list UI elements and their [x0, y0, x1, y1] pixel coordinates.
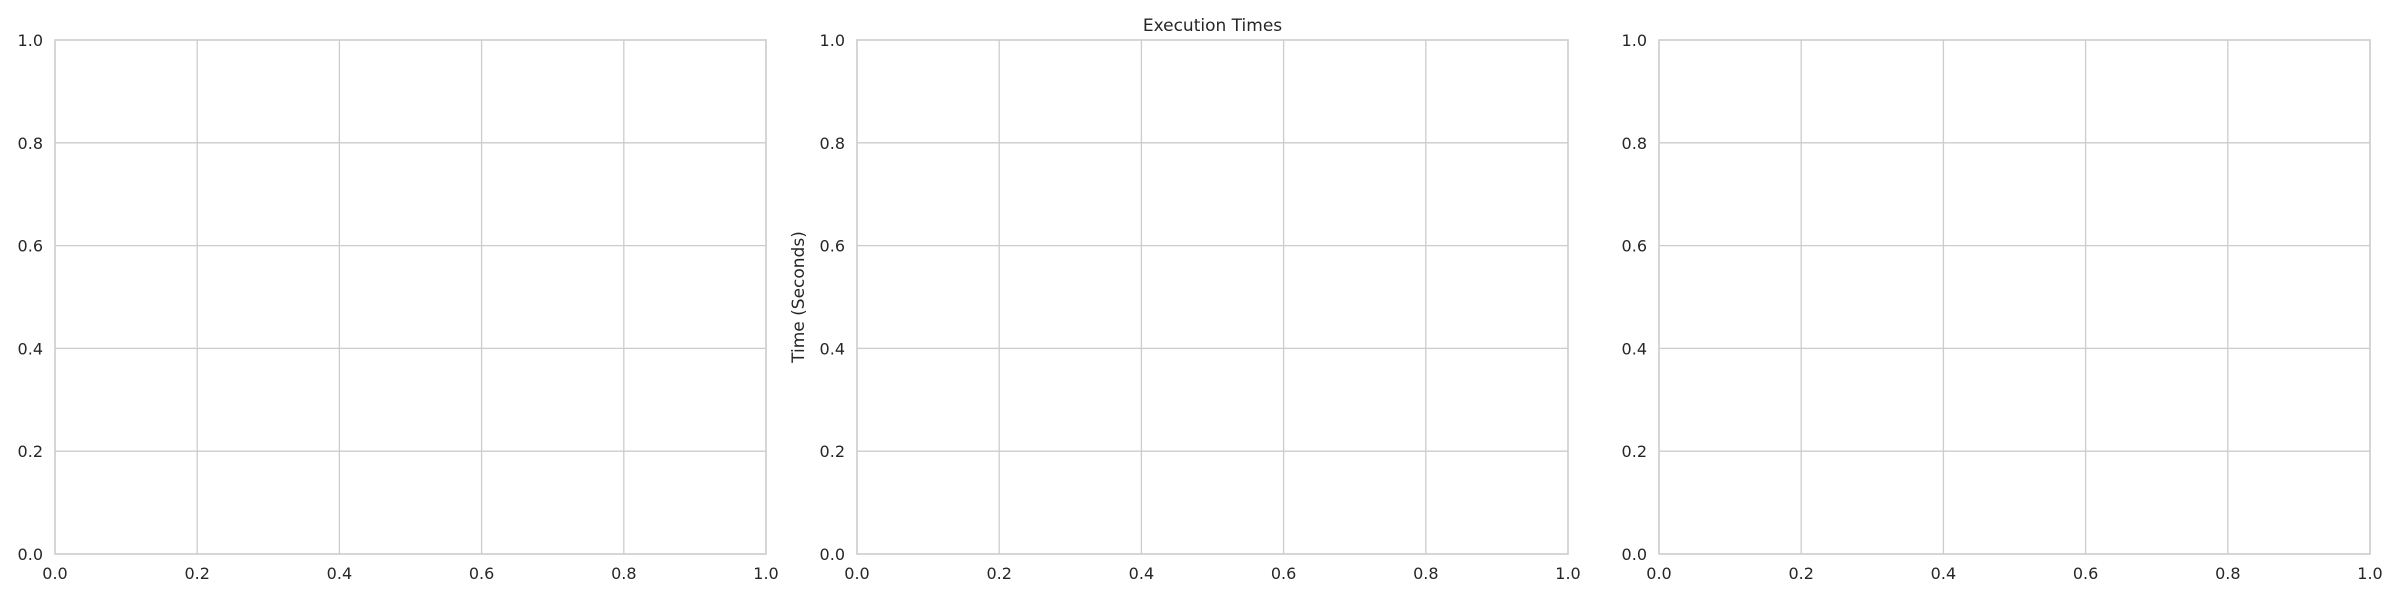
subplot-1-x-tick-label: 0.2 — [184, 564, 209, 583]
subplot-2-y-tick-label: 0.8 — [820, 134, 845, 153]
subplot-2-grid — [857, 40, 1568, 554]
subplot-2-y-tick-label: 0.0 — [820, 545, 845, 564]
subplot-1: 0.0 0.2 0.4 0.6 0.8 1.0 0.0 0.2 0.4 0.6 0.8 1.0 — [18, 31, 779, 583]
subplot-2-y-tick-labels: 0.0 0.2 0.4 0.6 0.8 1.0 — [820, 31, 845, 564]
subplot-3-plot-area — [1658, 39, 2371, 555]
subplot-1-y-tick-labels: 0.0 0.2 0.4 0.6 0.8 1.0 — [18, 31, 43, 564]
subplot-3-y-tick-label: 0.8 — [1622, 134, 1647, 153]
subplot-3-x-tick-label: 0.0 — [1646, 564, 1671, 583]
subplot-1-x-tick-labels: 0.0 0.2 0.4 0.6 0.8 1.0 — [42, 564, 778, 583]
subplot-2-plot-area — [856, 39, 1569, 555]
subplot-3-x-tick-label: 0.2 — [1788, 564, 1813, 583]
subplot-3-x-tick-label: 1.0 — [2357, 564, 2382, 583]
subplot-2-x-tick-label: 0.4 — [1129, 564, 1154, 583]
subplot-2-x-tick-label: 0.0 — [844, 564, 869, 583]
subplot-1-y-tick-label: 0.4 — [18, 339, 43, 358]
subplot-2-y-tick-label: 0.2 — [820, 442, 845, 461]
subplot-1-x-tick-label: 0.0 — [42, 564, 67, 583]
subplot-1-y-tick-label: 1.0 — [18, 31, 43, 50]
subplot-3-y-tick-label: 0.2 — [1622, 442, 1647, 461]
subplot-2-title: Execution Times — [1143, 16, 1282, 36]
subplot-3-x-tick-label: 0.6 — [2073, 564, 2098, 583]
subplot-2: 0.0 0.2 0.4 0.6 0.8 1.0 0.0 0.2 0.4 0.6 0.8 1.0 Ex… — [789, 16, 1581, 583]
subplot-1-y-tick-label: 0.0 — [18, 545, 43, 564]
subplot-2-x-tick-label: 0.6 — [1271, 564, 1296, 583]
subplot-1-y-tick-label: 0.2 — [18, 442, 43, 461]
subplot-2-y-axis-label: Time (Seconds) — [789, 231, 809, 364]
subplot-2-y-tick-label: 1.0 — [820, 31, 845, 50]
subplot-2-x-tick-label: 0.2 — [986, 564, 1011, 583]
subplot-2-x-tick-label: 1.0 — [1555, 564, 1580, 583]
subplot-3-y-tick-label: 1.0 — [1622, 31, 1647, 50]
subplot-3-y-tick-labels: 0.0 0.2 0.4 0.6 0.8 1.0 — [1622, 31, 1647, 564]
subplot-3-x-tick-label: 0.4 — [1931, 564, 1956, 583]
subplot-3-x-tick-labels: 0.0 0.2 0.4 0.6 0.8 1.0 — [1646, 564, 2382, 583]
subplot-1-grid — [55, 40, 766, 554]
subplot-1-x-tick-label: 0.4 — [327, 564, 352, 583]
subplot-2-y-tick-label: 0.6 — [820, 237, 845, 256]
subplot-1-y-tick-label: 0.6 — [18, 237, 43, 256]
subplot-1-x-tick-label: 1.0 — [753, 564, 778, 583]
subplot-3: 0.0 0.2 0.4 0.6 0.8 1.0 0.0 0.2 0.4 0.6 0.8 1.0 — [1622, 31, 2383, 583]
subplot-1-x-tick-label: 0.6 — [469, 564, 494, 583]
subplot-3-y-tick-label: 0.4 — [1622, 339, 1647, 358]
subplot-1-plot-area — [54, 39, 767, 555]
subplot-2-y-tick-label: 0.4 — [820, 339, 845, 358]
subplot-2-x-tick-labels: 0.0 0.2 0.4 0.6 0.8 1.0 — [844, 564, 1580, 583]
subplot-3-y-tick-label: 0.0 — [1622, 545, 1647, 564]
subplot-2-x-tick-label: 0.8 — [1413, 564, 1438, 583]
subplot-1-x-tick-label: 0.8 — [611, 564, 636, 583]
subplot-3-grid — [1659, 40, 2370, 554]
subplot-3-y-tick-label: 0.6 — [1622, 237, 1647, 256]
subplot-1-y-tick-label: 0.8 — [18, 134, 43, 153]
subplot-3-x-tick-label: 0.8 — [2215, 564, 2240, 583]
